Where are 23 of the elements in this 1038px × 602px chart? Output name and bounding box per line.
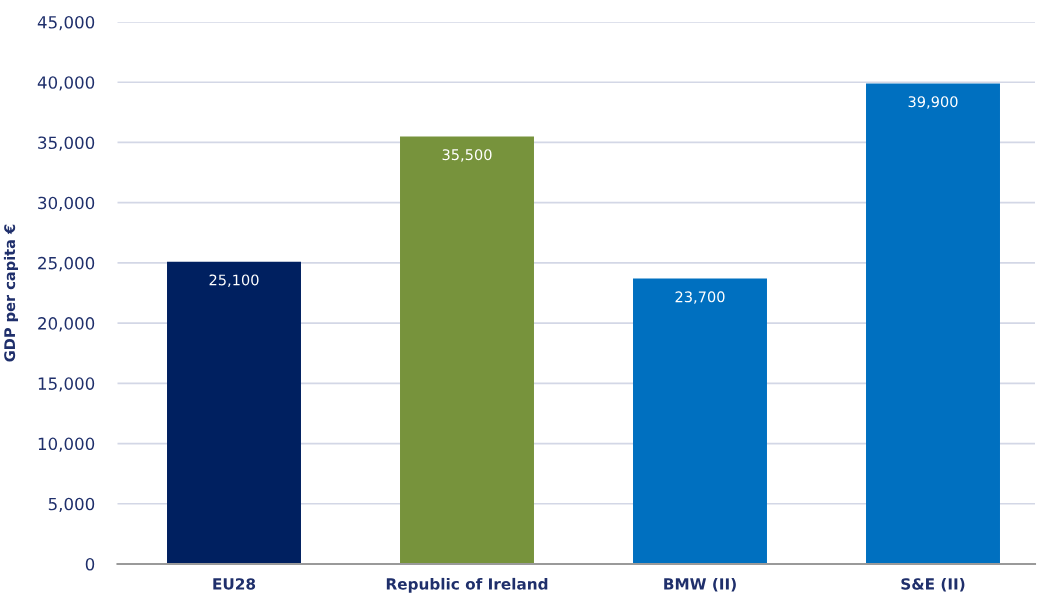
y-tick-label: 0 bbox=[85, 557, 95, 571]
y-tick-label: 10,000 bbox=[38, 437, 95, 452]
y-axis-title: GDP per capita € bbox=[3, 224, 18, 362]
bar bbox=[866, 83, 1000, 564]
x-tick-label: Republic of Ireland bbox=[386, 577, 548, 593]
y-tick-label: 5,000 bbox=[48, 497, 95, 513]
bar bbox=[633, 278, 767, 564]
x-tick-label: BMW (II) bbox=[664, 577, 736, 592]
x-tick-label: EU28 bbox=[213, 578, 256, 590]
data-label: 39,900 bbox=[908, 96, 958, 109]
y-tick-label: 35,000 bbox=[38, 136, 95, 151]
y-tick-label: 25,000 bbox=[38, 256, 95, 272]
data-label: 35,500 bbox=[442, 149, 492, 162]
y-tick-label: 20,000 bbox=[38, 317, 95, 332]
data-label: 25,100 bbox=[209, 274, 259, 287]
y-tick-label: 45,000 bbox=[37, 15, 95, 31]
bar bbox=[400, 136, 534, 564]
x-tick-label: S&E (II) bbox=[901, 577, 965, 592]
data-label: 23,700 bbox=[675, 291, 725, 304]
y-tick-label: 40,000 bbox=[37, 76, 95, 91]
bar bbox=[167, 261, 301, 564]
y-tick-label: 15,000 bbox=[38, 377, 95, 392]
y-tick-label: 30,000 bbox=[38, 196, 95, 211]
